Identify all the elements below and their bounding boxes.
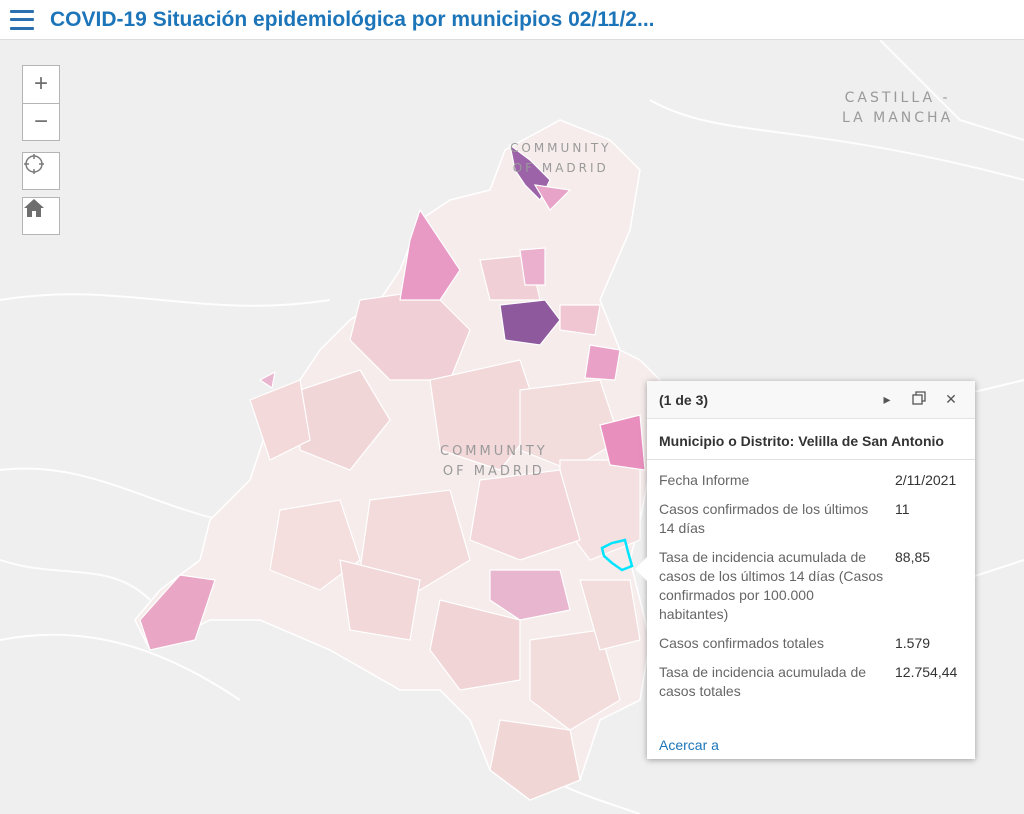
attribute-table: Fecha Informe 2/11/2021 Casos confirmado… <box>659 466 963 706</box>
table-row: Tasa de incidencia acumulada de casos to… <box>659 658 963 706</box>
app-header: COVID-19 Situación epidemiológica por mu… <box>0 0 1024 40</box>
row-value: 11 <box>895 501 910 517</box>
table-row: Tasa de incidencia acumulada de casos de… <box>659 543 963 629</box>
home-button[interactable] <box>22 197 60 235</box>
dock-icon[interactable] <box>907 391 931 408</box>
popup-pointer <box>635 557 647 581</box>
crosshair-icon <box>24 154 44 174</box>
popup-header: (1 de 3) ▸ ✕ <box>647 381 975 419</box>
close-icon[interactable]: ✕ <box>945 391 957 407</box>
row-key: Tasa de incidencia acumulada de casos to… <box>659 664 867 699</box>
selected-municipality[interactable] <box>600 538 634 572</box>
table-row: Casos confirmados totales 1.579 <box>659 629 963 658</box>
row-value: 1.579 <box>895 635 931 651</box>
label-castilla-la-mancha: CASTILLA - LA MANCHA <box>842 90 954 126</box>
zoom-controls: + − <box>22 65 60 141</box>
row-key: Casos confirmados de los últimos 14 días <box>659 501 869 536</box>
locate-button[interactable] <box>22 152 60 190</box>
popup-title: Municipio o Distrito: Velilla de San Ant… <box>647 419 975 460</box>
home-icon <box>24 199 44 217</box>
row-key: Tasa de incidencia acumulada de casos de… <box>659 549 884 622</box>
feature-popup: (1 de 3) ▸ ✕ Municipio o Distrito: Velil… <box>635 381 975 759</box>
map-canvas[interactable] <box>0 40 1024 814</box>
popup-count: (1 de 3) <box>659 391 709 408</box>
municipality-polygons[interactable] <box>139 143 646 801</box>
row-value: 2/11/2021 <box>895 472 957 488</box>
zoom-out-button[interactable]: − <box>33 107 48 135</box>
label-community-center: COMMUNITY OF MADRID <box>440 444 548 479</box>
next-feature-icon[interactable]: ▸ <box>883 391 891 407</box>
zoom-in-button[interactable]: + <box>23 66 59 104</box>
row-key: Fecha Informe <box>659 472 750 488</box>
row-key: Casos confirmados totales <box>659 635 824 651</box>
zoom-to-link[interactable]: Acercar a <box>659 737 719 753</box>
row-value: 88,85 <box>895 549 931 565</box>
app-title: COVID-19 Situación epidemiológica por mu… <box>50 7 655 31</box>
map-view[interactable]: CASTILLA - LA MANCHA COMMUNITY OF MADRID C… <box>0 40 1024 814</box>
menu-icon[interactable] <box>10 9 34 30</box>
table-row: Casos confirmados de los últimos 14 días… <box>659 495 963 543</box>
table-row: Fecha Informe 2/11/2021 <box>659 466 963 495</box>
label-community-top: COMMUNITY OF MADRID <box>510 141 612 175</box>
row-value: 12.754,44 <box>895 664 958 680</box>
